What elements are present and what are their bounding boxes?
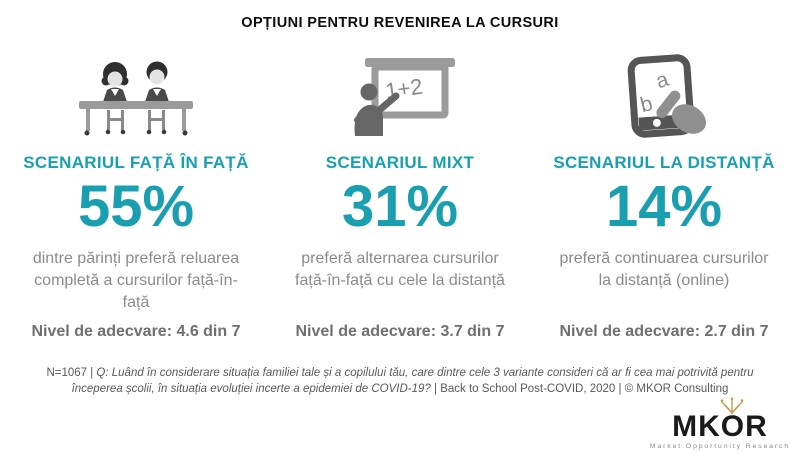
- tablet-letter-b: b: [638, 92, 655, 117]
- footnote: N=1067 | Q: Luând în considerare situați…: [40, 365, 760, 397]
- page-title: OPȚIUNI PENTRU REVENIREA LA CURSURI: [241, 15, 559, 31]
- scenario-header-distance: SCENARIUL LA DISTANȚĂ: [553, 153, 775, 172]
- logo-tagline: Market Opportunity Research: [649, 443, 790, 450]
- adequacy-face-to-face: Nivel de adecvare: 4.6 din 7: [31, 322, 241, 340]
- percent-distance: 14%: [605, 174, 723, 239]
- scenario-face-to-face: SCENARIUL FAȚĂ ÎN FAȚĂ 55% dintre părinț…: [4, 53, 268, 341]
- tablet-hand-icon: a b: [532, 53, 796, 139]
- percent-face-to-face: 55%: [77, 174, 195, 239]
- description-distance: preferă continuarea cursurilor la distan…: [559, 249, 769, 289]
- logo-letters-mk: MK: [672, 410, 721, 443]
- scenario-columns: SCENARIUL FAȚĂ ÎN FAȚĂ 55% dintre părinț…: [0, 53, 800, 341]
- scenario-mixed: 1+2 SCENARIUL MIXT 31% preferă alternare…: [268, 53, 532, 341]
- footnote-question: Q: Luând în considerare situația familie…: [71, 366, 754, 395]
- scenario-distance: a b SCENARIUL LA DISTANȚĂ 14% preferă co…: [532, 53, 796, 341]
- description-mixed: preferă alternarea cursurilor față-în-fa…: [295, 249, 505, 289]
- percent-mixed: 31%: [341, 174, 459, 239]
- logo-letter-r: R: [745, 410, 768, 443]
- mkor-logo: MK OR Market Opportunity Research: [649, 397, 790, 450]
- teacher-whiteboard-icon: 1+2: [268, 53, 532, 139]
- scenario-header-mixed: SCENARIUL MIXT: [325, 153, 475, 172]
- description-face-to-face: dintre părinți preferă reluarea completă…: [32, 249, 240, 311]
- mkor-logo-wordmark: MK OR: [650, 397, 790, 443]
- students-at-desk-icon: [4, 53, 268, 139]
- adequacy-distance: Nivel de adecvare: 2.7 din 7: [559, 322, 769, 340]
- footnote-sample-size: N=1067 |: [46, 366, 97, 379]
- scenario-header-face-to-face: SCENARIUL FAȚĂ ÎN FAȚĂ: [23, 153, 249, 172]
- logo-letter-o: O: [720, 397, 745, 442]
- crown-icon: [720, 397, 744, 414]
- adequacy-mixed: Nivel de adecvare: 3.7 din 7: [295, 322, 505, 340]
- footnote-source: | Back to School Post-COVID, 2020 | © MK…: [430, 382, 729, 395]
